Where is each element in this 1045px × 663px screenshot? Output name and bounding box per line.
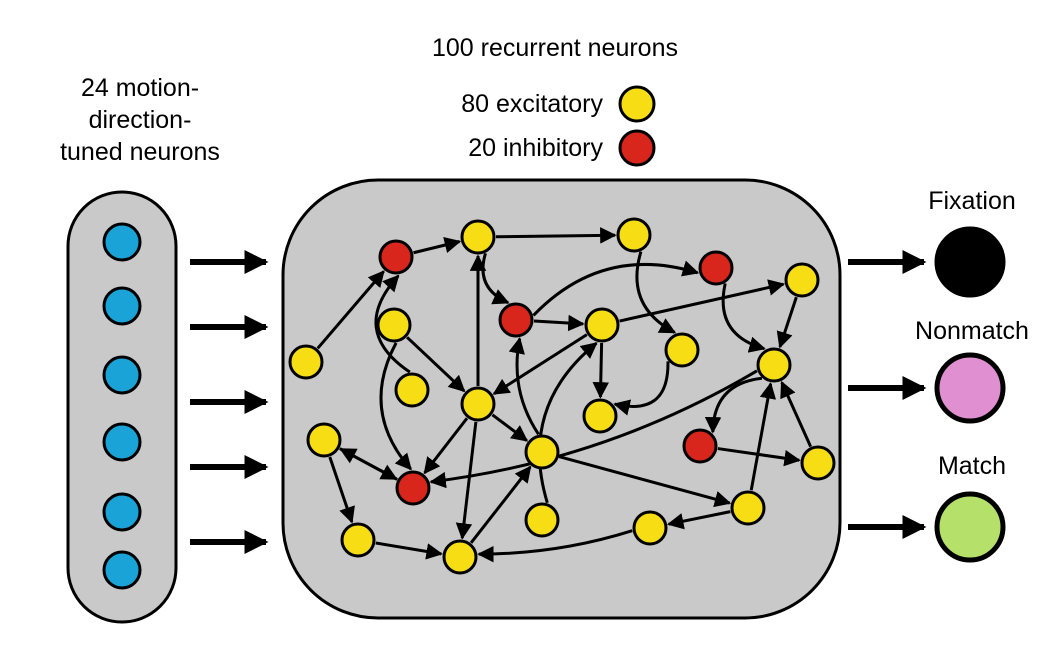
inhibitory-legend-swatch [618, 129, 656, 167]
connection-e12-to-e18 [328, 456, 355, 524]
connection-e8-to-i1 [374, 274, 411, 374]
neuron-nodes [102, 85, 1006, 590]
connection-e10-to-e19 [455, 421, 478, 540]
input-neuron-6 [102, 550, 142, 590]
connection-e3-to-e9 [776, 296, 798, 349]
inhibitory-neuron-5 [395, 470, 431, 506]
connection-e17-to-e19 [477, 529, 633, 563]
connection-e10-to-e13 [491, 413, 529, 442]
excitatory-neuron-13 [524, 434, 560, 470]
connection-e5-to-e11 [592, 342, 609, 399]
connection-e6-to-i1 [316, 270, 385, 350]
connection-i5-to-e12 [339, 447, 398, 481]
output-neuron-nonmatch [934, 352, 1006, 424]
connection-e4-to-e10 [406, 336, 466, 393]
excitatory-neuron-11 [582, 398, 618, 434]
connection-e15-to-e17 [666, 510, 731, 530]
input-label-line-2: direction- [88, 106, 192, 134]
connection-e5-to-e3 [619, 279, 786, 323]
inhibitory-neuron-3 [498, 302, 534, 338]
connection-e18-to-e19 [375, 541, 443, 560]
inhibitory-neuron-4 [682, 428, 718, 464]
excitatory-neuron-16 [524, 502, 560, 538]
connection-i1-to-e1 [413, 237, 462, 255]
input-neuron-3 [102, 355, 142, 395]
connection-e5-to-e10 [492, 333, 588, 396]
excitatory-neuron-14 [800, 445, 836, 481]
output-label-nonmatch: Nonmatch [915, 317, 1029, 345]
input-neuron-1 [102, 222, 142, 262]
inhibitory-legend-label: 20 inhibitory [468, 134, 603, 162]
excitatory-neuron-19 [442, 539, 478, 575]
excitatory-neuron-1 [460, 219, 496, 255]
recurrent-connections [316, 227, 812, 563]
excitatory-neuron-2 [616, 217, 652, 253]
connection-e2-to-e7 [635, 251, 677, 334]
feedforward-arrows [190, 250, 927, 554]
inhibitory-neuron-2 [698, 250, 734, 286]
excitatory-neuron-3 [784, 262, 820, 298]
excitatory-neuron-5 [584, 307, 620, 343]
input-label-line-1: 24 motion- [80, 74, 200, 102]
output-neuron-match [934, 491, 1006, 563]
excitatory-neuron-9 [756, 347, 792, 383]
output-label-fixation: Fixation [928, 187, 1016, 215]
input-neuron-2 [102, 286, 142, 326]
excitatory-legend-label: 80 excitatory [461, 90, 603, 118]
connection-i3-to-e5 [533, 314, 585, 332]
recurrent-layer-title: 100 recurrent neurons [432, 34, 678, 62]
output-neuron-fixation [934, 226, 1006, 298]
connection-e16-to-e5 [537, 341, 598, 504]
excitatory-neuron-12 [306, 422, 342, 458]
input-label-line-3: tuned neurons [60, 138, 220, 166]
excitatory-legend-swatch [618, 85, 656, 123]
connection-e10-to-i5 [423, 417, 469, 475]
excitatory-neuron-7 [664, 332, 700, 368]
input-layer-label: 24 motion- direction- tuned neurons [50, 72, 230, 168]
connection-e9-to-i5 [429, 369, 758, 489]
recurrent-panel [281, 178, 842, 620]
connection-e4-to-i5 [379, 342, 412, 471]
connection-i3-to-i2 [532, 260, 700, 317]
connection-e7-to-e11 [613, 361, 670, 416]
excitatory-neuron-10 [460, 386, 496, 422]
excitatory-neuron-15 [730, 490, 766, 526]
input-neuron-4 [102, 422, 142, 462]
connection-e13-to-e15 [558, 455, 732, 508]
excitatory-neuron-6 [288, 344, 324, 380]
connection-e9-to-i4 [704, 376, 763, 434]
connection-e15-to-e9 [749, 382, 777, 491]
connection-i2-to-e9 [721, 283, 766, 353]
connection-e14-to-e9 [780, 380, 812, 448]
inhibitory-neuron-1 [378, 239, 414, 275]
excitatory-neuron-17 [632, 510, 668, 546]
excitatory-neuron-8 [394, 372, 430, 408]
output-label-match: Match [937, 452, 1007, 480]
excitatory-neuron-18 [340, 522, 376, 558]
excitatory-neuron-4 [376, 307, 412, 343]
connection-e1-to-e2 [495, 227, 617, 244]
connection-e13-to-i3 [508, 337, 540, 436]
input-panel [66, 190, 178, 624]
connection-e19-to-e13 [469, 465, 532, 544]
input-neuron-5 [102, 492, 142, 532]
